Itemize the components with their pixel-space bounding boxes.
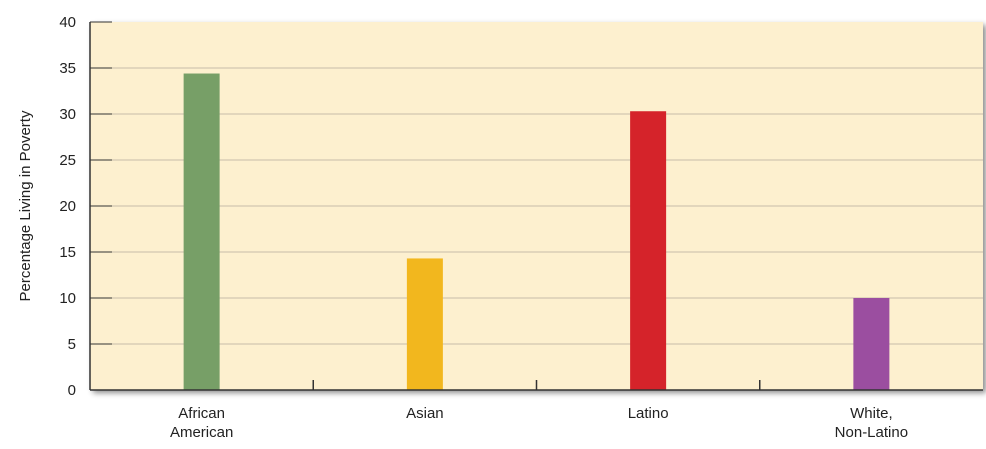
y-tick-label: 35 xyxy=(59,60,76,77)
x-tick-label: Asian xyxy=(406,405,444,422)
y-tick-label: 20 xyxy=(59,198,76,215)
gridlines xyxy=(90,67,983,345)
bars xyxy=(183,73,890,391)
bar xyxy=(853,298,890,390)
x-tick-label: Latino xyxy=(628,405,669,422)
y-tick-labels: 0 5 10 15 20 25 30 35 40 xyxy=(59,14,76,399)
y-tick-label: 5 xyxy=(68,336,76,353)
y-tick-label: 15 xyxy=(59,244,76,261)
axes xyxy=(89,21,983,391)
y-axis-title: Percentage Living in Poverty xyxy=(17,110,34,301)
y-tick-label: 25 xyxy=(59,152,76,169)
y-tick-label: 30 xyxy=(59,106,76,123)
y-tick-label: 0 xyxy=(68,382,76,399)
x-tick-labels: African American Asian Latino White, Non-Lati… xyxy=(170,405,908,441)
x-tick-label: African American xyxy=(170,405,233,441)
y-tick-label: 40 xyxy=(59,14,76,31)
bar xyxy=(630,111,667,391)
bar xyxy=(183,73,220,391)
y-tick-label: 10 xyxy=(59,290,76,307)
bar xyxy=(406,258,443,390)
x-tick-label: White, Non-Latino xyxy=(835,405,908,441)
